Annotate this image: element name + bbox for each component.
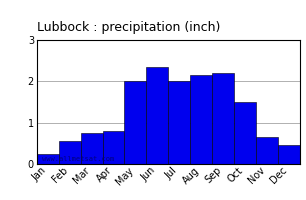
Bar <box>146 67 168 164</box>
Bar <box>278 145 300 164</box>
Bar <box>80 133 103 164</box>
Bar <box>256 137 278 164</box>
Bar <box>190 75 212 164</box>
Bar <box>103 131 125 164</box>
Bar <box>37 154 59 164</box>
Bar <box>168 81 190 164</box>
Bar <box>234 102 256 164</box>
Bar <box>59 141 80 164</box>
Text: www.allmetsat.com: www.allmetsat.com <box>42 156 114 162</box>
Bar <box>212 73 234 164</box>
Bar <box>125 81 146 164</box>
Text: Lubbock : precipitation (inch): Lubbock : precipitation (inch) <box>37 21 220 34</box>
